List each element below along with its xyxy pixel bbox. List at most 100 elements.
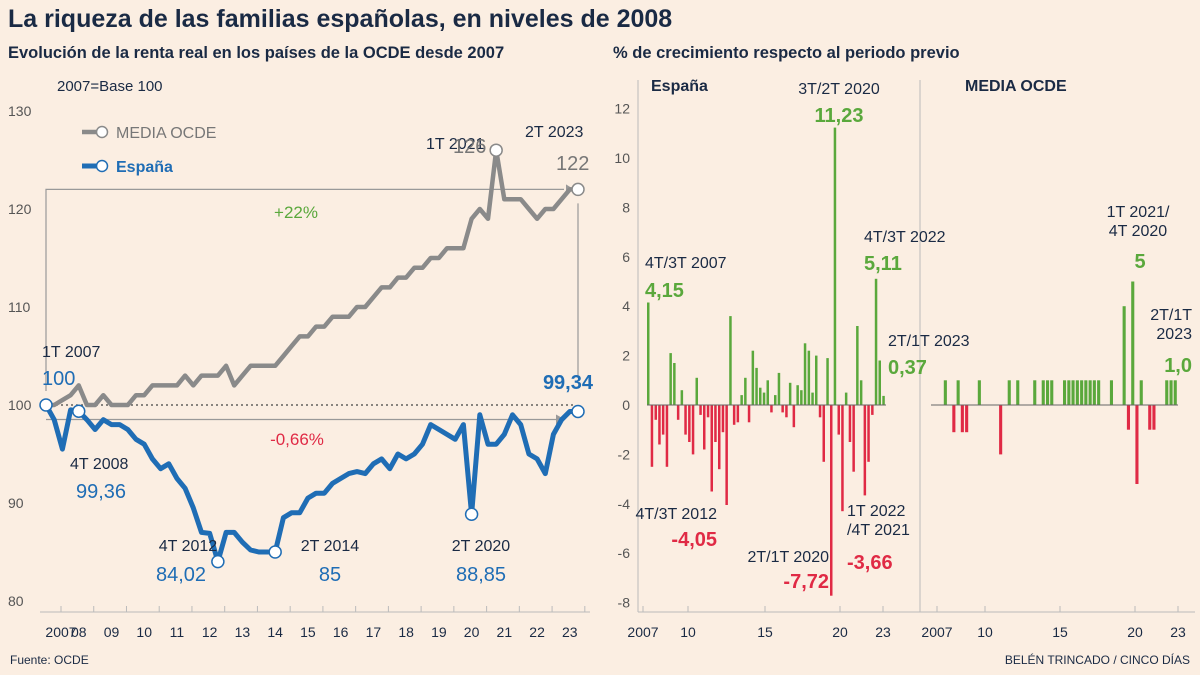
annot-value: 99,36 (76, 481, 126, 503)
x-tick-label: 16 (333, 624, 349, 640)
highlight-marker (268, 545, 282, 559)
x-tick-label: 10 (136, 624, 152, 640)
bar (833, 127, 837, 405)
bar (647, 302, 650, 405)
bar (1109, 380, 1113, 405)
x-tick-label: 2007 (45, 624, 76, 640)
bar (826, 358, 829, 405)
bar (882, 395, 885, 405)
bar (848, 405, 852, 442)
y-tick-label: 130 (8, 103, 32, 119)
bar (747, 405, 751, 423)
bar (688, 405, 691, 442)
bar (956, 380, 960, 405)
annot-label: 2T 2023 (525, 124, 584, 141)
bar (1122, 306, 1126, 405)
bar (818, 405, 822, 418)
bar (762, 392, 766, 405)
y-tick-label: -4 (618, 496, 631, 512)
bar (1152, 405, 1156, 430)
bar (680, 390, 684, 405)
bar (841, 405, 844, 512)
annot-value: 5 (1134, 251, 1145, 273)
highlight-marker (71, 404, 86, 419)
annot-label: /4T 2021 (847, 522, 910, 539)
bar (1169, 380, 1173, 405)
bar (859, 380, 863, 405)
annot-value: -4,05 (671, 529, 717, 551)
bar (1033, 380, 1037, 405)
bar (837, 405, 840, 435)
bar (878, 360, 881, 405)
x-tick-label: 22 (529, 624, 545, 640)
chart-title: La riqueza de las familias españolas, en… (8, 5, 672, 33)
bar (852, 405, 855, 472)
x-tick-label: 11 (170, 624, 185, 640)
bar (774, 395, 777, 405)
x-tick-label: 21 (497, 624, 513, 640)
bar (1173, 380, 1177, 405)
annot-label: 4T/3T 2012 (635, 506, 717, 523)
bar (1139, 380, 1143, 405)
spain-change-label: -0,66% (270, 430, 324, 449)
bar (952, 405, 956, 433)
bar (1007, 380, 1011, 405)
bar (755, 367, 758, 405)
y-tick-label: 100 (8, 397, 32, 413)
y-tick-label: -6 (618, 545, 631, 561)
bar (863, 405, 867, 496)
bar (736, 405, 740, 423)
bar (1126, 405, 1130, 430)
x-tick-label: 17 (366, 624, 382, 640)
bar (830, 405, 833, 596)
bar (744, 377, 747, 405)
x-tick-label: 15 (757, 624, 773, 640)
bar (1092, 380, 1096, 405)
bar (1080, 380, 1084, 405)
x-tick-label: 14 (267, 624, 283, 640)
y-tick-label: 6 (622, 249, 630, 265)
bar (729, 316, 732, 405)
y-tick-label: -2 (618, 446, 631, 462)
bar (1050, 380, 1054, 405)
bar (650, 405, 654, 467)
bar (691, 405, 695, 455)
bar (811, 392, 814, 405)
bar (1067, 380, 1071, 405)
x-tick-label: 15 (1052, 624, 1068, 640)
y-tick-label: 2 (622, 348, 630, 364)
spain-line (43, 403, 578, 565)
highlight-marker (464, 507, 479, 522)
annot-label: 4T/3T 2007 (645, 255, 727, 272)
bar (714, 405, 717, 442)
bar-chart: -8 -6 -4 -2 0 2 4 6 8 10 12 España MEDIA OCDE 2007 10 1… (614, 78, 1195, 640)
legend-oecd-label: MEDIA OCDE (116, 125, 216, 142)
bar (1071, 380, 1075, 405)
bar (676, 405, 680, 420)
bar (751, 350, 755, 405)
bar (1075, 380, 1079, 405)
left-chart-title: Evolución de la renta real en los países… (8, 44, 504, 62)
annot-label: 2T/1T (1150, 307, 1192, 324)
bar (999, 405, 1003, 455)
bar (871, 405, 874, 415)
y-tick-label: 0 (622, 397, 630, 413)
annot-value: 84,02 (156, 564, 206, 586)
bar (725, 405, 728, 505)
annot-label: 2T 2020 (452, 538, 511, 555)
bar (867, 405, 870, 462)
x-tick-label: 10 (680, 624, 696, 640)
annot-label: 1T 2021 (426, 136, 485, 153)
x-tick-label: 20 (832, 624, 848, 640)
bar (706, 405, 710, 418)
x-tick-label: 15 (300, 624, 316, 640)
x-tick-label: 19 (431, 624, 447, 640)
bar (788, 382, 792, 405)
x-tick-label: 23 (875, 624, 891, 640)
x-tick-label: 08 (71, 624, 87, 640)
bar (960, 405, 964, 433)
source-note: Fuente: OCDE (10, 653, 89, 667)
bar (684, 405, 687, 435)
bar (770, 405, 773, 413)
